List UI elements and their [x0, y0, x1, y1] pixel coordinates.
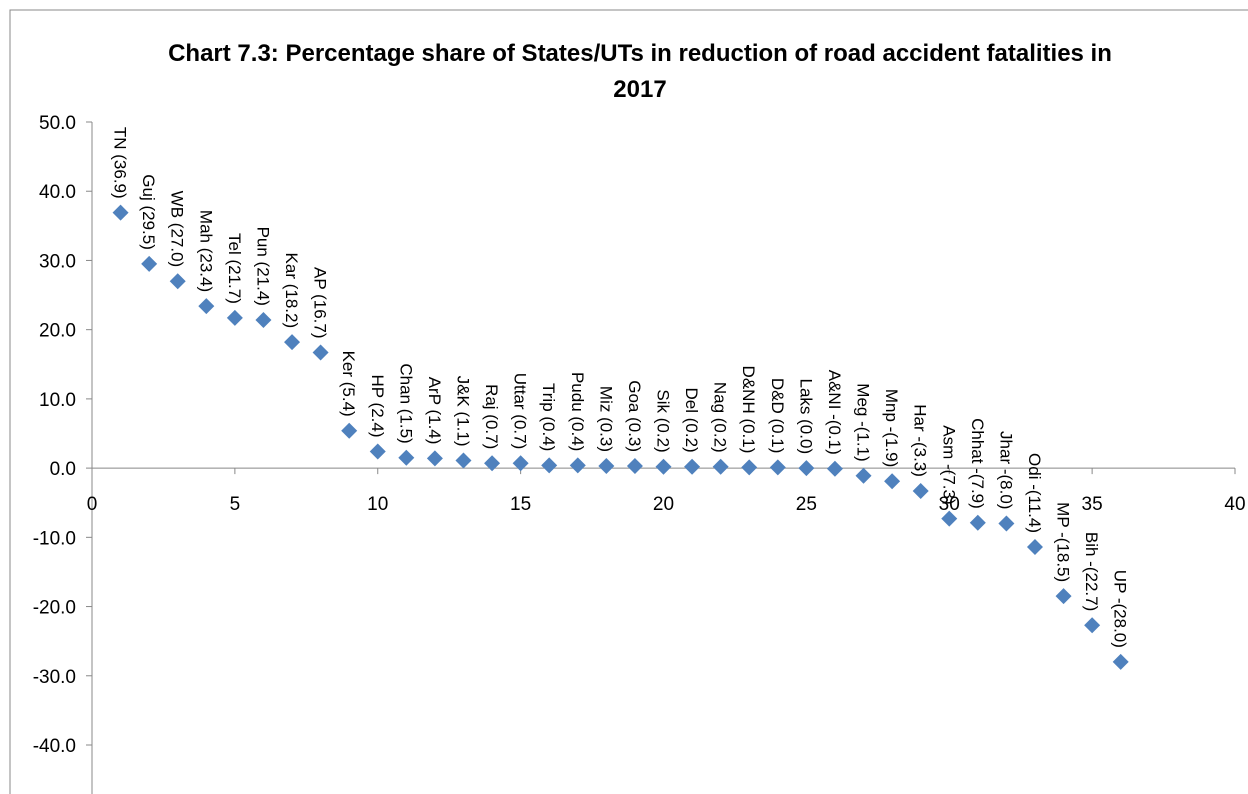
data-label: Mnp -(1.9) [882, 389, 901, 467]
x-tick-label: 30 [939, 494, 960, 515]
x-tick-label: 10 [367, 494, 388, 515]
chart-frame [9, 9, 1248, 794]
x-tick-label: 5 [230, 494, 241, 515]
data-label: Jhar -(8.0) [996, 431, 1015, 509]
point [912, 482, 929, 499]
data-label: Bih -(22.7) [1082, 532, 1101, 611]
data-label: Kar (18.2) [282, 253, 301, 329]
data-label: TN (36.9) [111, 127, 130, 199]
data-label: A&NI -(0.1) [825, 370, 844, 455]
point [455, 452, 472, 469]
point [426, 450, 443, 467]
point [369, 443, 386, 460]
data-label: UP -(28.0) [1111, 570, 1130, 648]
data-label: D&NH (0.1) [739, 366, 758, 454]
point [341, 422, 358, 439]
y-tick-label: -40.0 [33, 736, 76, 757]
data-label: D&D (0.1) [768, 378, 787, 454]
data-label: Trip (0.4) [539, 383, 558, 451]
data-label: Uttar (0.7) [511, 373, 530, 450]
data-label: Pudu (0.4) [568, 372, 587, 451]
y-tick-label: 20.0 [39, 321, 76, 342]
point [684, 458, 701, 475]
data-label: Har -(3.3) [911, 404, 930, 477]
data-label: Sik (0.2) [654, 389, 673, 452]
point [598, 458, 615, 475]
data-label: AP (16.7) [311, 267, 330, 339]
x-tick-label: 0 [87, 494, 98, 515]
point [941, 510, 958, 527]
point [512, 455, 529, 472]
point [1112, 653, 1129, 670]
data-label: Odi -(11.4) [1025, 453, 1044, 533]
x-tick-label: 35 [1082, 494, 1103, 515]
point [769, 459, 786, 476]
data-label: HP (2.4) [368, 374, 387, 437]
data-label: Meg -(1.1) [854, 383, 873, 461]
data-label: Nag (0.2) [711, 382, 730, 453]
data-label: Del (0.2) [682, 388, 701, 453]
point [112, 204, 129, 221]
y-tick-label: 0.0 [50, 459, 76, 480]
point [141, 255, 158, 272]
point [855, 467, 872, 484]
y-tick-label: 10.0 [39, 390, 76, 411]
y-tick-label: 30.0 [39, 251, 76, 272]
point [284, 334, 301, 351]
x-tick-label: 15 [510, 494, 531, 515]
point [312, 344, 329, 361]
data-label: Mah (23.4) [196, 210, 215, 292]
point [1026, 539, 1043, 556]
data-label: Tel (21.7) [225, 233, 244, 304]
y-tick-label: 40.0 [39, 182, 76, 203]
point [884, 473, 901, 490]
point [484, 455, 501, 472]
x-tick-label: 40 [1224, 494, 1245, 515]
chart-title: Chart 7.3: Percentage share of States/UT… [168, 40, 1112, 103]
y-tick-label: -20.0 [33, 598, 76, 619]
point [655, 458, 672, 475]
data-label: MP -(18.5) [1054, 502, 1073, 582]
y-tick-label: -30.0 [33, 667, 76, 688]
point [541, 457, 558, 474]
data-label: Goa (0.3) [625, 380, 644, 452]
point [712, 458, 729, 475]
data-label: Chan (1.5) [396, 363, 415, 443]
point [169, 273, 186, 290]
point [1084, 617, 1101, 634]
data-label: J&K (1.1) [453, 376, 472, 447]
x-tick-label: 20 [653, 494, 674, 515]
data-label: Laks (0.0) [796, 379, 815, 455]
point [998, 515, 1015, 532]
point [226, 309, 243, 326]
point [626, 458, 643, 475]
y-tick-label: 50.0 [39, 113, 76, 134]
point [398, 449, 415, 466]
point [826, 460, 843, 477]
point [255, 311, 272, 328]
point [741, 459, 758, 476]
data-label: ArP (1.4) [425, 377, 444, 445]
x-tick-label: 25 [796, 494, 817, 515]
data-label: Guj (29.5) [139, 174, 158, 250]
point [198, 298, 215, 315]
y-tick-label: -10.0 [33, 528, 76, 549]
data-label: Pun (21.4) [253, 227, 272, 306]
data-label: Asm -(7.3) [939, 425, 958, 504]
point [569, 457, 586, 474]
point [969, 514, 986, 531]
data-label: Miz (0.3) [596, 386, 615, 452]
point [798, 460, 815, 477]
data-label: Raj (0.7) [482, 384, 501, 449]
data-label: Ker (5.4) [339, 351, 358, 417]
data-label: Chhat -(7.9) [968, 418, 987, 509]
data-label: WB (27.0) [168, 191, 187, 268]
point [1055, 588, 1072, 605]
